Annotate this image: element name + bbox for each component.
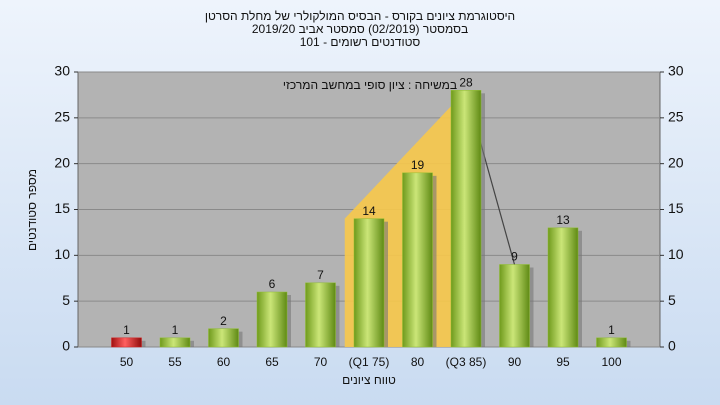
x-tick-label: 60 <box>217 355 231 369</box>
bar <box>159 337 191 348</box>
x-tick-label: 80 <box>411 355 425 369</box>
x-axis-label: טווח ציונים <box>342 373 396 387</box>
x-tick-label: 65 <box>265 355 279 369</box>
bar <box>111 337 142 348</box>
bar <box>547 227 579 348</box>
bar <box>353 218 385 348</box>
x-tick-label: (Q3 85) <box>446 355 487 369</box>
y-axis-label: מספר סטודנטים <box>25 169 39 251</box>
x-tick-label: 70 <box>314 355 328 369</box>
y-tick-label: 0 <box>62 338 70 354</box>
bar <box>305 282 336 348</box>
x-tick-label: 55 <box>168 355 182 369</box>
data-label: 13 <box>556 213 570 227</box>
data-label: 6 <box>269 277 276 291</box>
y-tick-label: 15 <box>54 200 70 216</box>
x-tick-label: 95 <box>556 355 570 369</box>
chart-title: היסטוגרמת ציונים בקורס - הבסיס המולקולרי… <box>205 9 515 23</box>
y2-tick-label: 10 <box>668 246 684 262</box>
bar <box>596 337 627 348</box>
data-label: 1 <box>172 323 179 337</box>
y2-tick-label: 0 <box>668 338 676 354</box>
y2-tick-label: 25 <box>668 109 684 125</box>
data-label: 9 <box>511 250 518 264</box>
bar <box>499 264 530 348</box>
y-tick-label: 10 <box>54 246 70 262</box>
y2-tick-label: 20 <box>668 154 684 170</box>
data-label: 1 <box>123 323 130 337</box>
bar <box>208 328 239 348</box>
y2-tick-label: 15 <box>668 200 684 216</box>
chart-subtitle: סטודנטים רשומים - 101 <box>300 35 421 49</box>
data-label: 2 <box>220 314 227 328</box>
bar <box>450 90 482 348</box>
data-label: 19 <box>411 158 425 172</box>
y-tick-label: 20 <box>54 154 70 170</box>
annotation: במשיחה : ציון סופי במחשב המרכזי <box>283 78 457 92</box>
bar <box>256 291 288 348</box>
y-tick-label: 30 <box>54 63 70 79</box>
y2-tick-label: 5 <box>668 292 676 308</box>
data-label: 14 <box>362 204 376 218</box>
y-tick-label: 5 <box>62 292 70 308</box>
y-tick-label: 25 <box>54 109 70 125</box>
x-tick-label: 50 <box>120 355 134 369</box>
data-label: 28 <box>459 76 473 90</box>
x-tick-label: (Q1 75) <box>349 355 390 369</box>
x-tick-label: 90 <box>508 355 522 369</box>
bar <box>402 172 433 348</box>
data-label: 1 <box>608 323 615 337</box>
chart-subtitle: בסמסטר (02/2019) סמסטר אביב 2019/20 <box>252 22 468 36</box>
x-tick-label: 100 <box>601 355 621 369</box>
y2-tick-label: 30 <box>668 63 684 79</box>
data-label: 7 <box>317 268 324 282</box>
